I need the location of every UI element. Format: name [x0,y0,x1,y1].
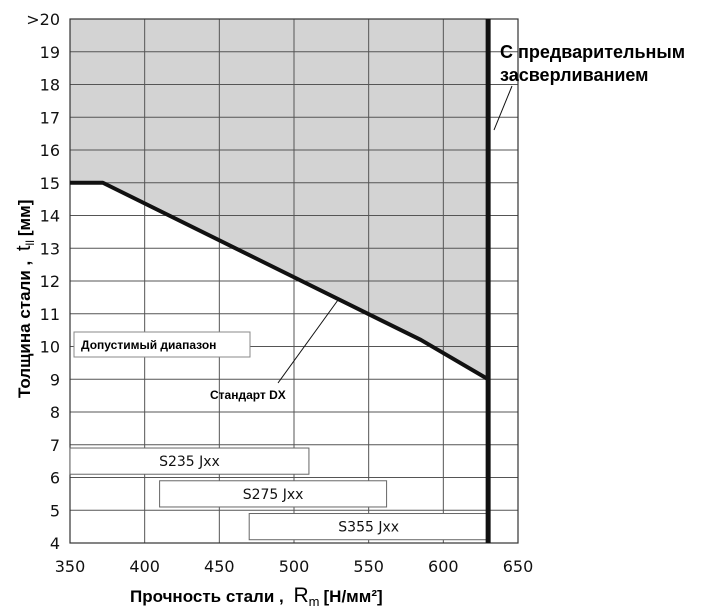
y-tick-label: 15 [40,174,60,193]
plot-frame [69,18,519,544]
y-tick-label: 13 [40,239,60,258]
y-tick-label: >20 [26,10,60,29]
predrilling-label-line2: засверливанием [500,65,648,85]
predrilling-label-line1: С предварительным [500,42,685,62]
y-tick-label: 9 [50,370,60,389]
grade-bar [69,447,310,475]
x-tick-label: 550 [353,557,384,576]
x-tick-label: 350 [55,557,86,576]
y-tick-label: 19 [40,43,60,62]
x-tick-label: 450 [204,557,235,576]
y-tick-label: 17 [40,108,60,127]
allowed-range-label: Допустимый диапазон [81,338,216,352]
grade-bar-label: S235 Jxx [159,454,220,470]
y-tick-label: 8 [50,403,60,422]
allowed-range-shading [70,19,489,380]
y-tick-label: 14 [40,207,60,226]
grade-bar-label: S355 Jxx [338,520,399,536]
grade-bar-label: S275 Jxx [243,487,304,503]
x-tick-label: 500 [279,557,310,576]
y-tick-label: 6 [50,469,60,488]
x-axis-label: Прочность стали , Rm [Н/мм²] [130,584,383,608]
grade-bar [159,480,388,508]
standard-dx-leader [277,299,339,384]
y-tick-label: 12 [40,272,60,291]
steel-grade-bars: S235 Jxx S275 Jxx S355 Jxx [69,447,489,541]
y-tick-label: 10 [40,338,60,357]
x-tick-label: 650 [503,557,534,576]
y-tick-label: 16 [40,141,60,160]
y-axis-ticks: 4 5 6 7 8 9 10 11 12 13 14 15 16 17 18 19 >20 [26,10,60,553]
predrilling-leader [493,85,513,131]
allowed-range-label-box [73,331,251,358]
y-tick-label: 4 [50,534,60,553]
y-tick-label: 11 [40,305,60,324]
y-tick-label: 5 [50,501,60,520]
series-line-standard-dx [70,180,490,381]
x-tick-label: 400 [129,557,160,576]
y-tick-label: 18 [40,76,60,95]
y-axis-label: Толщина стали , tll[мм] [13,200,37,398]
x-axis-ticks: 350 400 450 500 550 600 650 [55,557,534,576]
standard-dx-label: Стандарт DX [210,388,286,402]
y-tick-label: 7 [50,436,60,455]
x-tick-label: 600 [428,557,459,576]
